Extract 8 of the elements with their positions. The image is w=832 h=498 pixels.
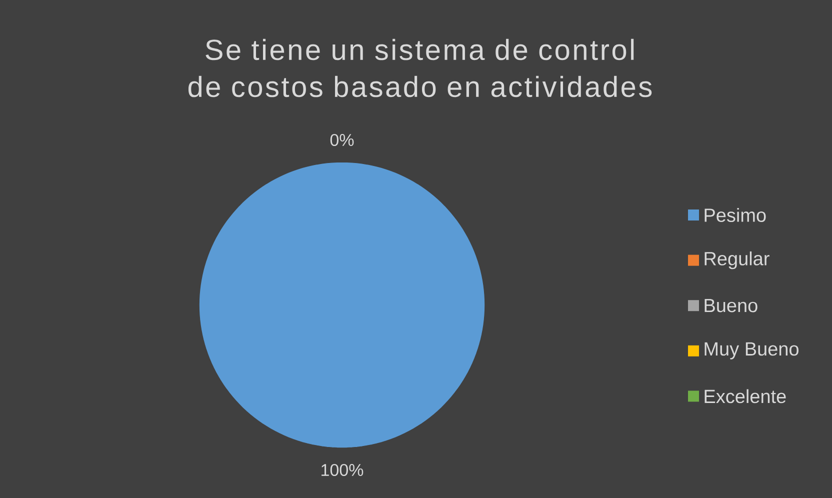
legend-label: Muy Bueno (704, 342, 798, 360)
text: 0% (330, 134, 354, 146)
legend-label: Excelente (704, 389, 786, 404)
legend-label: Regular (704, 251, 770, 270)
chart-title: Se tiene un sistema de control de costos basado en actividades (188, 38, 652, 98)
data-label: 100% (322, 464, 364, 476)
legend-label: Pesimo (704, 208, 766, 222)
legend-label: Bueno (704, 298, 758, 312)
